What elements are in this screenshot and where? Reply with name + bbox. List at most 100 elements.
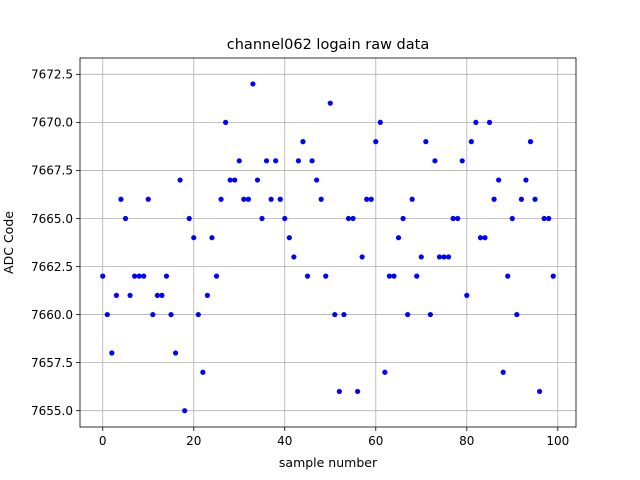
data-point (432, 158, 438, 164)
data-points (100, 81, 556, 414)
data-point (509, 215, 515, 222)
data-point (500, 369, 506, 375)
y-axis-label: ADC Code (1, 211, 16, 274)
data-point (441, 254, 447, 260)
data-point (145, 196, 151, 202)
data-point (227, 177, 233, 183)
y-tick-label: 7662.5 (31, 260, 73, 274)
data-point (327, 100, 333, 106)
data-point (550, 273, 556, 279)
data-point (113, 292, 120, 298)
chart-title: channel062 logain raw data (227, 37, 429, 53)
data-point (473, 119, 479, 125)
data-point (323, 273, 329, 279)
y-tick-label: 7672.5 (31, 68, 73, 82)
data-point (368, 196, 374, 202)
data-point (122, 215, 129, 222)
data-point (204, 292, 211, 298)
data-point (436, 254, 443, 260)
data-point (546, 215, 552, 222)
data-point (445, 254, 452, 260)
data-point (104, 311, 110, 318)
data-point (241, 196, 247, 202)
y-tick-label: 7667.5 (31, 164, 73, 178)
data-point (127, 292, 133, 298)
data-point (491, 196, 497, 202)
data-point (423, 139, 429, 145)
x-tick-label: 20 (186, 434, 201, 448)
data-point (468, 139, 474, 145)
data-point (150, 311, 156, 318)
data-point (182, 408, 188, 414)
data-point (209, 235, 215, 241)
data-point (109, 350, 115, 356)
data-point (477, 235, 484, 241)
data-point (223, 119, 229, 125)
data-point (427, 311, 433, 318)
y-tick-label: 7665.0 (31, 212, 73, 226)
y-tick-label: 7670.0 (31, 116, 73, 130)
plot-frame (79, 57, 577, 428)
x-tick-label: 100 (546, 434, 569, 448)
data-point (482, 235, 488, 241)
data-point (418, 254, 424, 260)
data-point (254, 177, 261, 183)
data-point (263, 158, 270, 164)
data-point (505, 273, 511, 279)
data-point (341, 311, 347, 318)
data-point (277, 196, 283, 202)
data-point (373, 139, 379, 145)
data-point (300, 139, 306, 145)
data-point (163, 273, 170, 279)
data-point (332, 311, 338, 318)
data-point (141, 273, 147, 279)
data-point (523, 177, 529, 183)
data-point (177, 177, 183, 183)
data-point (405, 311, 411, 318)
data-point (518, 196, 524, 202)
data-point (268, 196, 274, 202)
data-point (232, 177, 238, 183)
data-point (354, 388, 361, 395)
data-point (345, 215, 352, 222)
data-point (455, 215, 461, 222)
data-point (273, 158, 279, 164)
x-axis-label: sample number (279, 455, 378, 470)
data-point (186, 215, 192, 222)
data-point (377, 119, 383, 125)
data-point (336, 388, 342, 395)
data-point (245, 196, 251, 202)
data-point (464, 292, 470, 298)
data-point (400, 215, 406, 222)
data-point (541, 215, 547, 222)
data-point (259, 215, 265, 222)
data-point (236, 158, 242, 164)
data-point (304, 273, 311, 279)
y-tick-label: 7657.5 (31, 356, 73, 370)
data-point (459, 158, 465, 164)
x-tick-label: 60 (368, 434, 383, 448)
data-point (100, 273, 106, 279)
data-point (132, 273, 138, 279)
data-point (250, 81, 256, 87)
grid-lines (80, 58, 576, 427)
data-point (450, 215, 456, 222)
data-point (200, 369, 206, 375)
data-point (286, 235, 292, 241)
data-point (282, 215, 288, 222)
data-point (350, 215, 356, 222)
data-point (136, 273, 142, 279)
data-point (514, 311, 520, 318)
data-point (409, 196, 415, 202)
data-point (172, 350, 179, 356)
data-point (364, 196, 370, 202)
data-point (191, 235, 197, 241)
data-point (213, 273, 220, 279)
data-point (391, 273, 397, 279)
data-point (527, 139, 534, 145)
data-point (359, 254, 365, 260)
data-point (218, 196, 224, 202)
data-point (118, 196, 124, 202)
data-point (414, 273, 420, 279)
